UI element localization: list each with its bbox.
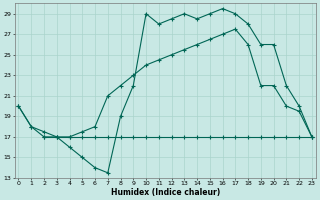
X-axis label: Humidex (Indice chaleur): Humidex (Indice chaleur) bbox=[110, 188, 220, 197]
